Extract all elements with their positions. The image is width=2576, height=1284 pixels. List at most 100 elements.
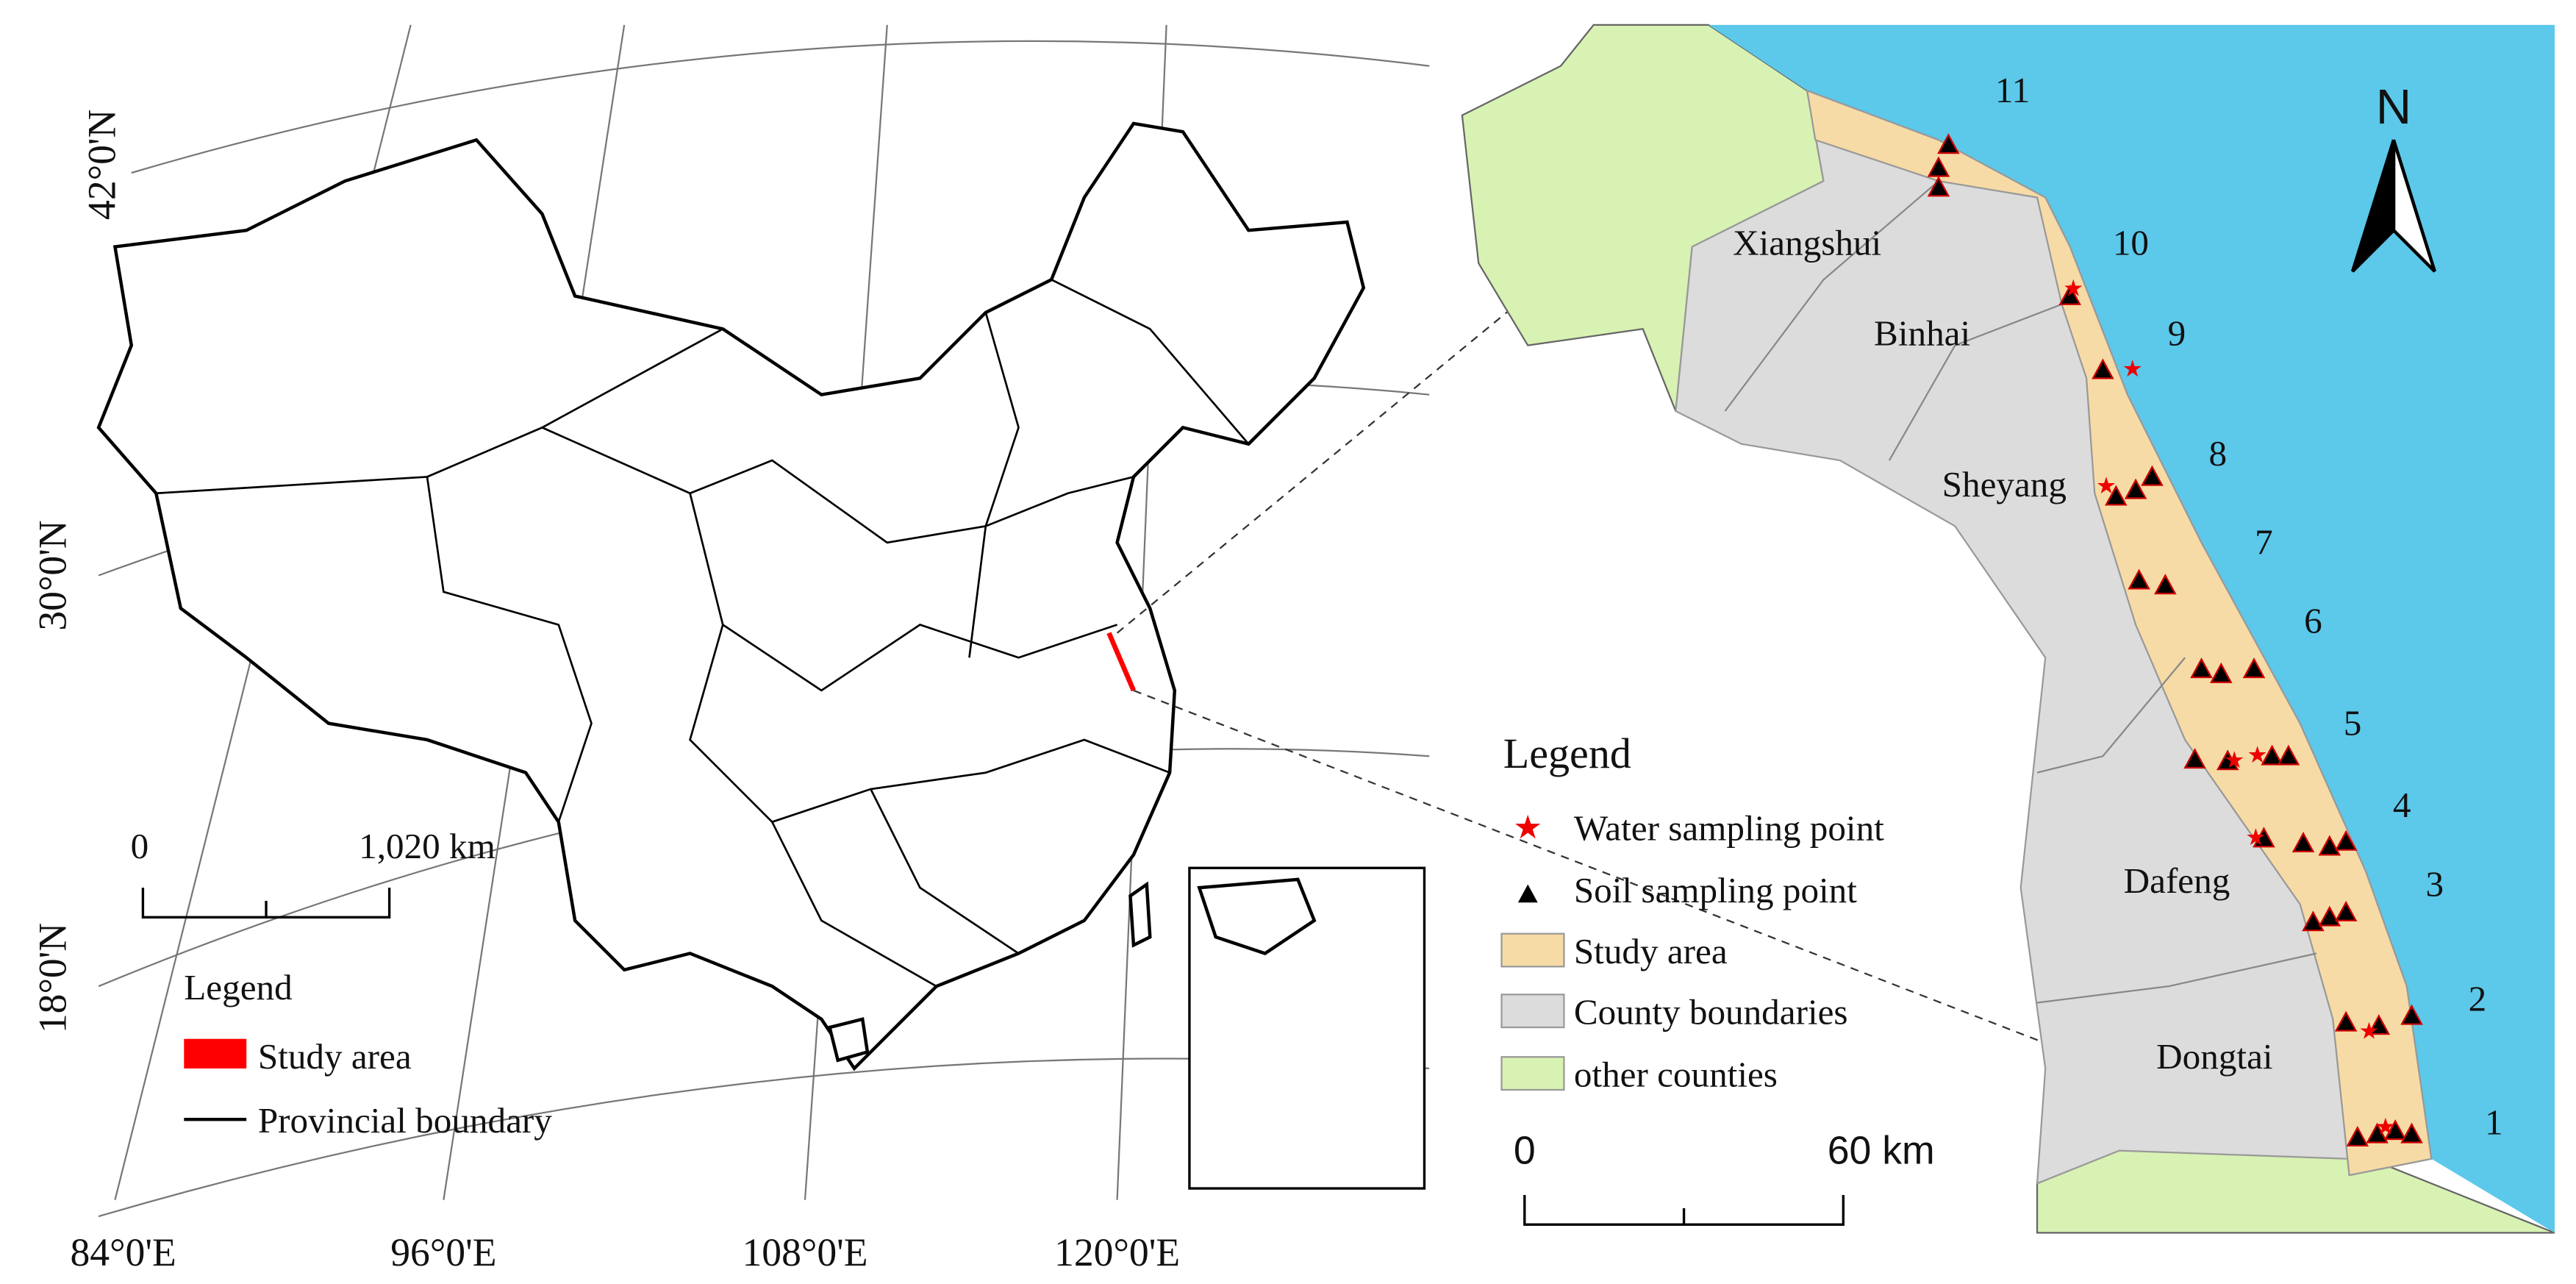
water-sampling-point: ★ xyxy=(2247,742,2267,768)
section-label: 8 xyxy=(2209,433,2228,474)
county-line xyxy=(1724,180,1939,412)
scale-label: 60 km xyxy=(1828,1129,1935,1173)
soil-sampling-point xyxy=(2242,657,2266,679)
soil-sampling-point xyxy=(2261,744,2283,766)
sea xyxy=(1709,24,2555,1233)
section-label: 2 xyxy=(2469,979,2487,1019)
section-label: 9 xyxy=(2168,313,2186,354)
county-line xyxy=(2036,952,2317,1004)
province-line xyxy=(426,477,593,823)
taiwan xyxy=(1128,881,1152,948)
legend-swatch xyxy=(1500,1056,1565,1091)
soil-sampling-point xyxy=(2318,905,2341,927)
province-line xyxy=(689,493,1118,692)
soil-sampling-point xyxy=(2277,744,2300,766)
scale-label: 0 xyxy=(131,826,149,866)
longitude-label: 96°0'E xyxy=(390,1230,496,1274)
legend-swatch xyxy=(1500,932,1565,968)
county-label: Dongtai xyxy=(2156,1036,2272,1077)
soil-sampling-point xyxy=(2092,358,2114,379)
soil-sampling-point xyxy=(2253,827,2275,848)
water-sampling-point: ★ xyxy=(2122,356,2143,382)
provincial-boundaries xyxy=(156,279,1250,988)
county-label: Dafeng xyxy=(2124,860,2230,901)
water-sampling-point: ★ xyxy=(2096,473,2117,499)
province-line xyxy=(771,821,937,988)
legend-title: Legend xyxy=(184,967,292,1007)
longitude-label: 84°0'E xyxy=(70,1230,176,1274)
legend-label: County boundaries xyxy=(1574,992,1848,1032)
county-label: Xiangshui xyxy=(1733,223,1881,263)
water-sampling-point: ★ xyxy=(2375,1113,2396,1139)
legend-symbol: ★ xyxy=(1513,809,1542,846)
legend-symbol xyxy=(1517,884,1538,903)
inset-coast xyxy=(1197,877,1317,955)
legend-label: Provincial boundary xyxy=(258,1100,552,1141)
soil-sampling-point xyxy=(2141,465,2164,486)
section-label: 6 xyxy=(2304,601,2322,641)
section-label: 4 xyxy=(2393,785,2411,825)
soil-sampling-point xyxy=(2124,478,2147,499)
legend-label: Water sampling point xyxy=(1574,807,1884,848)
water-sampling-point: ★ xyxy=(2358,1019,2379,1044)
soil-sampling-point xyxy=(2104,485,2128,506)
latitude-label: 42°0'N xyxy=(79,110,124,220)
study-area-location xyxy=(1106,632,1137,692)
legend-label: Study area xyxy=(1574,931,1728,971)
study-area xyxy=(1806,89,2433,1177)
scale-label: 0 xyxy=(1514,1129,1536,1173)
scale-bar xyxy=(1523,1194,1845,1226)
legend-title: Legend xyxy=(1503,730,1631,777)
legend-swatch xyxy=(1500,994,1565,1029)
county-label: Sheyang xyxy=(1942,464,2067,504)
county-label: Binhai xyxy=(1874,313,1970,354)
section-label: 5 xyxy=(2344,702,2362,743)
sampling-points: ★★★★★★★★ xyxy=(1927,133,2423,1147)
longitude-label: 108°0'E xyxy=(742,1230,867,1274)
north-label: N xyxy=(2376,79,2411,135)
province-line xyxy=(968,312,1020,658)
soil-sampling-point xyxy=(2302,910,2325,932)
scale-bar xyxy=(141,888,391,919)
county-line xyxy=(2036,657,2186,774)
legend-swatch xyxy=(184,1038,247,1069)
section-label: 11 xyxy=(1995,70,2030,110)
soil-sampling-point xyxy=(2183,748,2206,769)
soil-sampling-point xyxy=(2210,662,2233,683)
soil-sampling-point xyxy=(2318,835,2341,856)
county-line xyxy=(1888,303,2062,461)
province-line xyxy=(870,788,1020,955)
soil-sampling-point xyxy=(2216,749,2239,771)
province-line xyxy=(1051,279,1250,445)
water-sampling-point: ★ xyxy=(2063,276,2083,302)
county-lines xyxy=(1724,180,2317,1004)
soil-sampling-point xyxy=(2366,1122,2389,1144)
soil-sampling-point xyxy=(2128,568,2150,590)
china-outline xyxy=(96,121,1366,1071)
soil-sampling-point xyxy=(1927,176,1950,197)
scale-label: 1,020 km xyxy=(359,826,495,866)
legend-label: other counties xyxy=(1574,1054,1778,1094)
soil-sampling-point xyxy=(2334,900,2358,921)
legend-label: Soil sampling point xyxy=(1574,870,1857,910)
soil-sampling-point xyxy=(2334,830,2358,851)
soil-sampling-point xyxy=(2154,574,2177,595)
longitude-label: 120°0'E xyxy=(1054,1230,1180,1274)
section-labels: 1 2 34 5 67 8 9 10 11 xyxy=(1995,70,2503,1142)
soil-sampling-point xyxy=(2291,832,2315,853)
hainan xyxy=(827,1017,870,1063)
soil-sampling-point xyxy=(2058,284,2082,305)
province-line xyxy=(156,328,723,495)
soil-sampling-point xyxy=(2346,1126,2369,1147)
water-sampling-point: ★ xyxy=(2245,824,2266,850)
section-label: 10 xyxy=(2113,223,2149,263)
section-label: 3 xyxy=(2426,863,2444,904)
legend-label: Study area xyxy=(258,1036,412,1077)
soil-sampling-point xyxy=(2400,1122,2423,1144)
soil-sampling-point xyxy=(2367,1014,2391,1035)
north-arrow xyxy=(2350,139,2396,273)
latitude-label: 30°0'N xyxy=(30,520,74,630)
soil-sampling-point xyxy=(1937,133,1960,154)
water-sampling-point: ★ xyxy=(2224,747,2244,773)
